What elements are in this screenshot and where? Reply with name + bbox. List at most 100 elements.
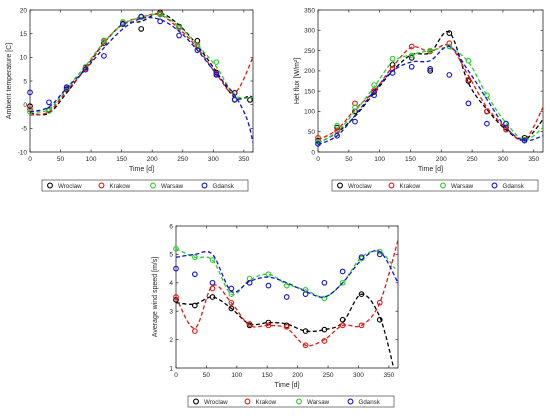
x-tick-label: 50 — [57, 156, 65, 163]
series-gdansk-point — [157, 18, 163, 25]
series-wroclaw-point — [321, 326, 328, 333]
series-krakow-point — [209, 285, 216, 292]
series-warsaw-point — [157, 11, 163, 18]
series-wroclaw-point — [358, 291, 365, 298]
series-wroclaw-point — [209, 294, 216, 300]
series-warsaw-point — [352, 104, 358, 111]
legend-marker-krakow — [244, 398, 251, 405]
series-warsaw-point — [192, 254, 198, 261]
series-krakow-point — [192, 328, 198, 334]
legend-box — [331, 179, 539, 192]
series-gdansk-point — [389, 70, 396, 76]
series-gdansk-point — [503, 120, 509, 127]
legend-marker-wroclaw — [337, 182, 343, 189]
series-warsaw-point — [265, 271, 272, 278]
x-axis-label: Time [d] — [129, 166, 154, 173]
series-warsaw-point — [339, 279, 346, 286]
series-warsaw-point — [321, 295, 328, 302]
series-gdansk-point — [246, 279, 253, 286]
series-warsaw-point — [334, 122, 340, 129]
series-gdansk-point — [302, 291, 309, 298]
series-wroclaw-point — [138, 26, 145, 32]
series-warsaw-point — [194, 43, 201, 50]
legend-label-krakow: Krakow — [256, 399, 277, 406]
series-krakow-point — [302, 342, 309, 349]
legend-marker-krakow — [388, 182, 395, 189]
x-tick-label: 200 — [147, 156, 158, 163]
series-gdansk-point — [321, 279, 328, 286]
y-tick-label: 250 — [304, 48, 315, 55]
series-gdansk-point — [231, 96, 238, 103]
legend-label-gdansk: Gdansk — [359, 399, 381, 406]
series-warsaw-point — [120, 18, 126, 25]
series-gdansk-point — [334, 132, 340, 139]
legend: Wroclaw Krakow Warsaw Gdansk — [41, 179, 249, 192]
series-gdansk-point — [63, 84, 70, 91]
plot-area — [317, 9, 544, 153]
series-gdansk-point — [358, 254, 365, 261]
series-warsaw-point — [446, 43, 453, 50]
y-tick-label: 3 — [169, 309, 173, 316]
series-gdansk-point — [265, 282, 272, 289]
y-tick-label: 5 — [23, 78, 27, 85]
chart-3: 0 50 100 150 200 250 300 350 1 2 3 4 5 6 Time [d] Avera… — [152, 223, 399, 408]
legend-label-gdansk: Gdansk — [503, 183, 525, 190]
series-gdansk-point — [465, 100, 472, 107]
series-gdansk-point — [315, 141, 321, 147]
series-gdansk-point — [173, 265, 179, 272]
series-warsaw-point — [465, 57, 472, 64]
series-gdansk-point — [408, 63, 415, 70]
series-gdansk-point — [176, 32, 182, 39]
plot-area — [175, 225, 399, 369]
series-gdansk-point — [228, 285, 235, 292]
series-wroclaw-point — [408, 55, 415, 61]
x-tick-label: 350 — [383, 372, 394, 379]
x-tick-label: 0 — [316, 156, 320, 163]
legend-marker-warsaw — [150, 182, 156, 189]
series-krakow-point — [173, 294, 179, 300]
x-axis-label: Time [d] — [418, 166, 443, 173]
series-krakow-point — [484, 108, 490, 115]
y-axis-label: Average wind speed [m/s] — [152, 257, 159, 337]
y-tick-label: 350 — [304, 7, 315, 14]
y-tick-label: 5 — [169, 252, 173, 259]
series-gdansk-point — [82, 66, 89, 73]
series-wroclaw-point — [192, 302, 198, 309]
legend-label-krakow: Krakow — [110, 183, 131, 190]
series-gdansk-point — [213, 71, 220, 78]
legend-marker-gdansk — [201, 182, 208, 189]
x-tick-label: 200 — [292, 372, 303, 379]
series-krakow-point — [228, 299, 235, 306]
series-warsaw-point — [427, 47, 434, 54]
legend-marker-wroclaw — [47, 182, 53, 189]
legend: Wroclaw Krakow Warsaw Gdansk — [331, 179, 539, 192]
y-tick-label: 1 — [169, 365, 173, 372]
x-tick-label: 50 — [203, 372, 211, 379]
series-warsaw-point — [408, 52, 415, 59]
series-krakow-point — [408, 43, 415, 50]
series-gdansk-point — [101, 53, 107, 59]
legend-label-warsaw: Warsaw — [161, 183, 184, 190]
series-wroclaw-fit-line — [176, 293, 395, 368]
legend-label-wroclaw: Wroclaw — [348, 183, 372, 190]
series-gdansk-fit-line — [176, 249, 398, 298]
series-wroclaw-point — [446, 30, 453, 36]
x-tick-label: 350 — [238, 156, 249, 163]
y-tick-label: 10 — [20, 55, 28, 62]
x-axis-label: Time [d] — [274, 382, 299, 389]
y-tick-label: -5 — [21, 126, 27, 133]
x-tick-label: 100 — [374, 156, 385, 163]
legend-marker-gdansk — [491, 182, 498, 189]
series-warsaw-point — [213, 59, 220, 65]
series-gdansk-fit-line — [30, 16, 253, 143]
y-tick-label: 200 — [304, 68, 315, 75]
series-gdansk-point — [27, 89, 33, 96]
legend-label-warsaw: Warsaw — [307, 399, 330, 406]
series-gdansk-fit-line — [318, 45, 543, 146]
x-tick-label: 100 — [231, 372, 242, 379]
y-tick-label: 0 — [311, 149, 315, 156]
legend: Wroclaw Krakow Warsaw Gdansk — [187, 395, 395, 408]
series-gdansk-point — [283, 294, 290, 300]
series-wroclaw-point — [27, 103, 33, 109]
y-tick-label: 4 — [169, 280, 173, 287]
